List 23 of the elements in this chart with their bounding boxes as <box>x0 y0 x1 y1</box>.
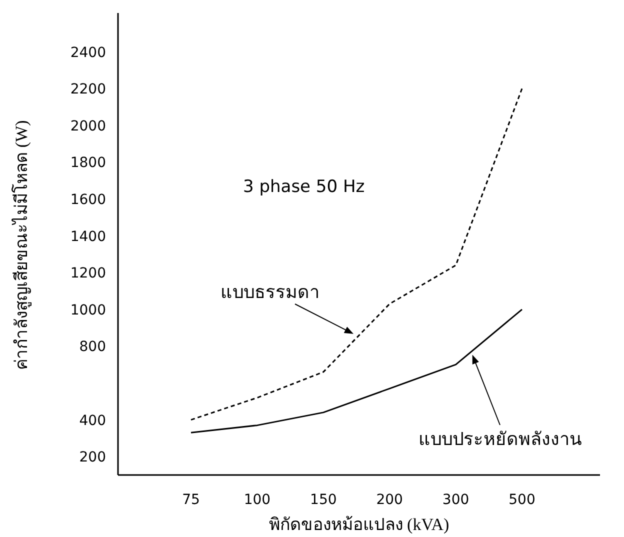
y-tick-label: 200 <box>79 450 106 466</box>
y-tick-label: 2200 <box>70 82 106 98</box>
line-series <box>190 88 523 421</box>
x-axis-title: พิกัดของหม้อแปลง (kVA) <box>268 515 450 534</box>
text: แบบธรรมดา <box>220 282 320 302</box>
x-tick-label: 200 <box>376 492 403 508</box>
x-tick-label: 75 <box>182 492 200 508</box>
y-tick-label: 400 <box>79 412 106 429</box>
y-tick-label: 2400 <box>70 44 106 61</box>
x-tick-label: 150 <box>310 492 337 508</box>
x-tick-label: 100 <box>244 492 271 508</box>
x-tick-label: 500 <box>508 492 536 508</box>
y-tick-label: 2000 <box>70 118 106 134</box>
y-tick-label: 1800 <box>70 155 106 172</box>
y-tick-label: 1000 <box>70 302 106 318</box>
annotation: 3 phase 50 Hz <box>243 177 365 197</box>
y-tick-label: 1400 <box>70 228 106 245</box>
y-tick-label: 800 <box>79 339 106 356</box>
text: แบบประหยัดพลังงาน <box>418 429 582 449</box>
y-axis-title: ค่ากำลังสูญเสียขณะไม่มีโหลด (W) <box>11 120 32 370</box>
x-tick-label: 300 <box>442 492 470 508</box>
y-tick-label: 1200 <box>70 266 106 282</box>
y-tick-label: 1600 <box>70 192 106 208</box>
